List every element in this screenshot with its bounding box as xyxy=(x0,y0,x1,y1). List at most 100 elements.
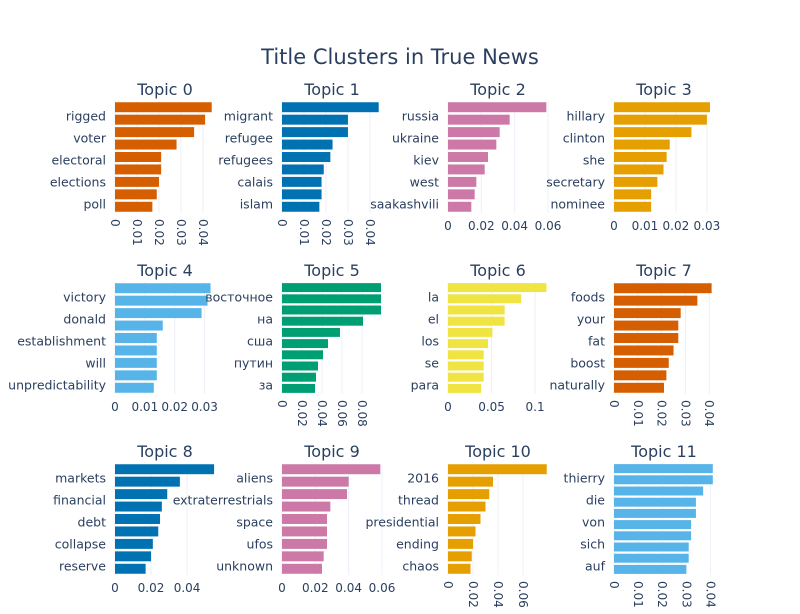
x-tick-label: 0.06 xyxy=(335,400,349,427)
y-tick-label: collapse xyxy=(55,537,107,552)
y-tick-label: donald xyxy=(63,312,106,327)
panels: Topic 0 rigged voter electoral elections poll… xyxy=(8,80,720,608)
bar xyxy=(282,305,381,315)
bar xyxy=(448,350,484,360)
panel-topic-3: Topic 3 hillary clinton she secretary nominee… xyxy=(546,80,720,233)
y-tick-label: electoral xyxy=(51,153,106,168)
bar xyxy=(448,164,485,175)
x-tick-label: 0 xyxy=(444,400,452,414)
bar xyxy=(614,114,707,125)
bar xyxy=(614,531,692,541)
bar xyxy=(115,489,168,500)
bar xyxy=(448,114,510,125)
bar xyxy=(282,361,318,371)
bar xyxy=(282,526,327,537)
bar xyxy=(282,316,363,326)
bar xyxy=(115,114,206,125)
bar xyxy=(282,152,331,162)
x-tick-label: 0.04 xyxy=(501,219,528,233)
y-tick-label: she xyxy=(583,153,605,168)
y-tick-label: refugees xyxy=(218,153,273,168)
bar xyxy=(614,553,689,563)
bar xyxy=(115,370,157,381)
x-tick-label: 0.04 xyxy=(491,581,505,608)
bar xyxy=(614,542,689,552)
x-tick-label: 0.02 xyxy=(295,400,309,427)
y-tick-label: boost xyxy=(570,356,605,371)
subplot-title: Topic 1 xyxy=(303,80,360,99)
bar xyxy=(115,551,152,562)
bar xyxy=(614,564,687,574)
x-tick-label: 0 xyxy=(610,219,618,233)
bar xyxy=(282,350,323,360)
panel-topic-10: Topic 10 2016 thread presidential ending chao… xyxy=(365,442,547,608)
bar xyxy=(115,382,154,393)
bar xyxy=(448,327,493,337)
bar xyxy=(115,563,146,574)
bar xyxy=(282,201,320,212)
y-tick-label: para xyxy=(411,378,439,393)
bar xyxy=(614,333,679,343)
panel-topic-2: Topic 2 russia ukraine kiev west saakashvili 0… xyxy=(370,80,561,233)
y-tick-label: путин xyxy=(234,356,273,371)
bar xyxy=(448,514,481,524)
y-tick-label: la xyxy=(428,290,439,305)
y-tick-label: ufos xyxy=(247,537,273,552)
x-tick-label: 0.02 xyxy=(152,219,166,246)
y-tick-label: clinton xyxy=(563,131,605,146)
bar xyxy=(448,489,490,500)
x-tick-label: 0.02 xyxy=(468,219,495,233)
y-tick-label: unknown xyxy=(216,559,273,574)
bar xyxy=(115,514,161,524)
x-tick-label: 0 xyxy=(441,581,455,589)
bar xyxy=(115,357,157,368)
bar xyxy=(282,514,327,524)
x-tick-label: 0.05 xyxy=(478,400,505,414)
x-tick-label: 0.03 xyxy=(174,219,188,246)
x-tick-label: 0.01 xyxy=(631,400,645,427)
bar xyxy=(448,476,493,487)
bar xyxy=(614,189,652,200)
x-tick-label: 0 xyxy=(607,400,621,408)
y-tick-label: los xyxy=(421,334,439,349)
x-tick-label: 0.04 xyxy=(196,219,210,246)
bar xyxy=(614,475,713,485)
bar xyxy=(448,305,505,315)
x-tick-label: 0.04 xyxy=(335,581,362,595)
y-tick-label: victory xyxy=(63,290,106,305)
y-tick-label: hillary xyxy=(566,109,605,124)
bar xyxy=(448,526,476,537)
bar xyxy=(614,320,679,331)
y-tick-label: kiev xyxy=(413,153,439,168)
bar xyxy=(115,538,153,549)
bar xyxy=(115,139,177,150)
y-tick-label: extraterrestrials xyxy=(173,493,273,508)
bar xyxy=(614,139,670,150)
bar xyxy=(448,383,482,393)
subplot-title: Topic 5 xyxy=(303,261,360,280)
y-tick-label: die xyxy=(586,493,605,508)
x-tick-label: 0.06 xyxy=(516,581,530,608)
bar xyxy=(448,538,473,549)
bar xyxy=(448,102,547,113)
x-tick-label: 0.03 xyxy=(191,400,218,414)
y-tick-label: poll xyxy=(83,197,106,212)
x-tick-label: 0.03 xyxy=(694,219,721,233)
bar xyxy=(448,283,547,293)
bar xyxy=(448,464,547,475)
y-tick-label: reserve xyxy=(59,559,106,574)
x-tick-label: 0 xyxy=(444,219,452,233)
panel-topic-4: Topic 4 victory donald establishment will unp… xyxy=(8,261,218,414)
y-tick-label: восточное xyxy=(205,290,273,305)
y-tick-label: presidential xyxy=(365,515,439,530)
bar xyxy=(448,189,475,200)
bar xyxy=(115,464,215,475)
bar xyxy=(448,339,489,349)
x-tick-label: 0.02 xyxy=(466,581,480,608)
bar xyxy=(614,164,664,175)
y-tick-label: calais xyxy=(237,175,273,190)
bar xyxy=(282,327,340,337)
